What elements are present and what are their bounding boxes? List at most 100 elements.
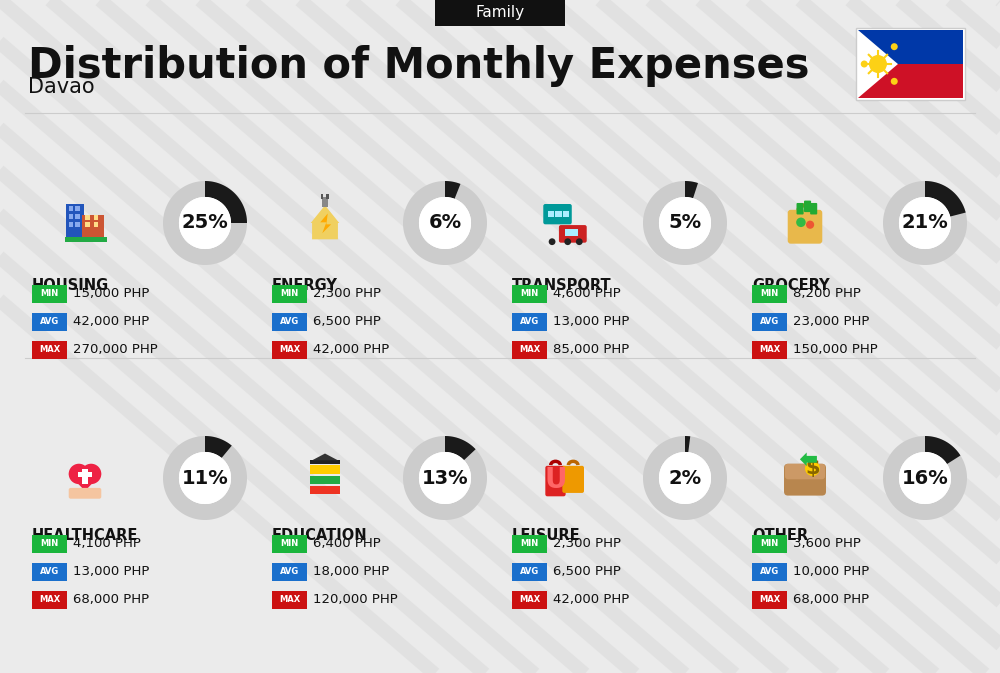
Text: HEALTHCARE: HEALTHCARE (32, 528, 138, 543)
FancyBboxPatch shape (32, 341, 67, 359)
FancyBboxPatch shape (435, 0, 565, 26)
Circle shape (179, 452, 231, 504)
Polygon shape (643, 181, 727, 265)
Polygon shape (445, 436, 476, 460)
Polygon shape (685, 181, 698, 199)
Text: 42,000 PHP: 42,000 PHP (73, 316, 149, 328)
Polygon shape (163, 436, 247, 520)
FancyBboxPatch shape (272, 285, 307, 303)
Circle shape (805, 461, 820, 476)
Text: AVG: AVG (280, 567, 299, 577)
FancyBboxPatch shape (82, 469, 88, 484)
FancyBboxPatch shape (555, 211, 562, 217)
Text: Distribution of Monthly Expenses: Distribution of Monthly Expenses (28, 45, 810, 87)
FancyBboxPatch shape (69, 222, 73, 227)
Text: 2,300 PHP: 2,300 PHP (313, 287, 381, 301)
Text: ENERGY: ENERGY (272, 278, 338, 293)
FancyBboxPatch shape (512, 285, 547, 303)
Text: 6%: 6% (428, 213, 462, 232)
Text: 21%: 21% (902, 213, 948, 232)
Text: AVG: AVG (520, 318, 539, 326)
Text: LEISURE: LEISURE (512, 528, 581, 543)
FancyBboxPatch shape (85, 222, 90, 227)
Text: AVG: AVG (520, 567, 539, 577)
Text: MAX: MAX (279, 345, 300, 355)
FancyBboxPatch shape (32, 591, 67, 609)
Text: 25%: 25% (182, 213, 228, 232)
Text: 120,000 PHP: 120,000 PHP (313, 594, 398, 606)
Text: MIN: MIN (40, 540, 59, 548)
Polygon shape (445, 181, 460, 199)
Text: MAX: MAX (39, 596, 60, 604)
Text: 11%: 11% (182, 468, 228, 487)
FancyBboxPatch shape (752, 341, 787, 359)
Text: 6,400 PHP: 6,400 PHP (313, 538, 381, 551)
Text: 18,000 PHP: 18,000 PHP (313, 565, 389, 579)
FancyBboxPatch shape (788, 210, 822, 244)
Circle shape (659, 452, 711, 504)
FancyBboxPatch shape (32, 285, 67, 303)
Polygon shape (858, 30, 963, 64)
FancyBboxPatch shape (310, 466, 340, 474)
FancyBboxPatch shape (752, 591, 787, 609)
Text: 2,300 PHP: 2,300 PHP (553, 538, 621, 551)
FancyBboxPatch shape (310, 486, 340, 495)
Polygon shape (685, 436, 690, 452)
Polygon shape (69, 474, 101, 491)
Text: AVG: AVG (280, 318, 299, 326)
Text: MAX: MAX (759, 345, 780, 355)
FancyBboxPatch shape (512, 313, 547, 331)
FancyBboxPatch shape (784, 464, 826, 495)
FancyBboxPatch shape (512, 341, 547, 359)
Text: 8,200 PHP: 8,200 PHP (793, 287, 861, 301)
Text: Family: Family (475, 5, 525, 20)
FancyBboxPatch shape (810, 203, 817, 215)
Circle shape (576, 238, 583, 245)
FancyBboxPatch shape (804, 201, 811, 212)
Circle shape (419, 197, 471, 249)
FancyBboxPatch shape (75, 207, 80, 211)
Polygon shape (205, 181, 247, 223)
Text: MAX: MAX (759, 596, 780, 604)
FancyBboxPatch shape (512, 591, 547, 609)
Circle shape (869, 55, 887, 73)
Text: MIN: MIN (520, 289, 539, 299)
FancyBboxPatch shape (272, 591, 307, 609)
FancyBboxPatch shape (272, 313, 307, 331)
Text: 10,000 PHP: 10,000 PHP (793, 565, 869, 579)
Polygon shape (858, 30, 898, 98)
FancyBboxPatch shape (94, 222, 98, 227)
Text: AVG: AVG (40, 318, 59, 326)
Text: MIN: MIN (40, 289, 59, 299)
Text: MIN: MIN (280, 289, 299, 299)
Text: 13,000 PHP: 13,000 PHP (553, 316, 629, 328)
Circle shape (899, 197, 951, 249)
Polygon shape (858, 64, 963, 98)
FancyBboxPatch shape (543, 204, 572, 224)
Circle shape (806, 221, 814, 229)
Circle shape (81, 464, 101, 484)
Circle shape (179, 197, 231, 249)
Text: 85,000 PHP: 85,000 PHP (553, 343, 629, 357)
FancyBboxPatch shape (322, 197, 328, 207)
Circle shape (564, 238, 571, 245)
Polygon shape (925, 436, 960, 464)
Circle shape (419, 452, 471, 504)
FancyBboxPatch shape (785, 464, 825, 479)
Polygon shape (925, 181, 966, 217)
Circle shape (891, 43, 898, 50)
FancyBboxPatch shape (752, 563, 787, 581)
Text: MIN: MIN (760, 540, 779, 548)
Polygon shape (403, 181, 487, 265)
FancyBboxPatch shape (310, 460, 340, 464)
Text: TRANSPORT: TRANSPORT (512, 278, 612, 293)
Text: 5%: 5% (668, 213, 702, 232)
Polygon shape (320, 213, 331, 234)
FancyBboxPatch shape (78, 472, 92, 477)
Text: 13%: 13% (422, 468, 468, 487)
Text: 68,000 PHP: 68,000 PHP (793, 594, 869, 606)
FancyBboxPatch shape (272, 535, 307, 553)
Text: 6,500 PHP: 6,500 PHP (313, 316, 381, 328)
FancyBboxPatch shape (65, 237, 107, 242)
Text: EDUCATION: EDUCATION (272, 528, 368, 543)
